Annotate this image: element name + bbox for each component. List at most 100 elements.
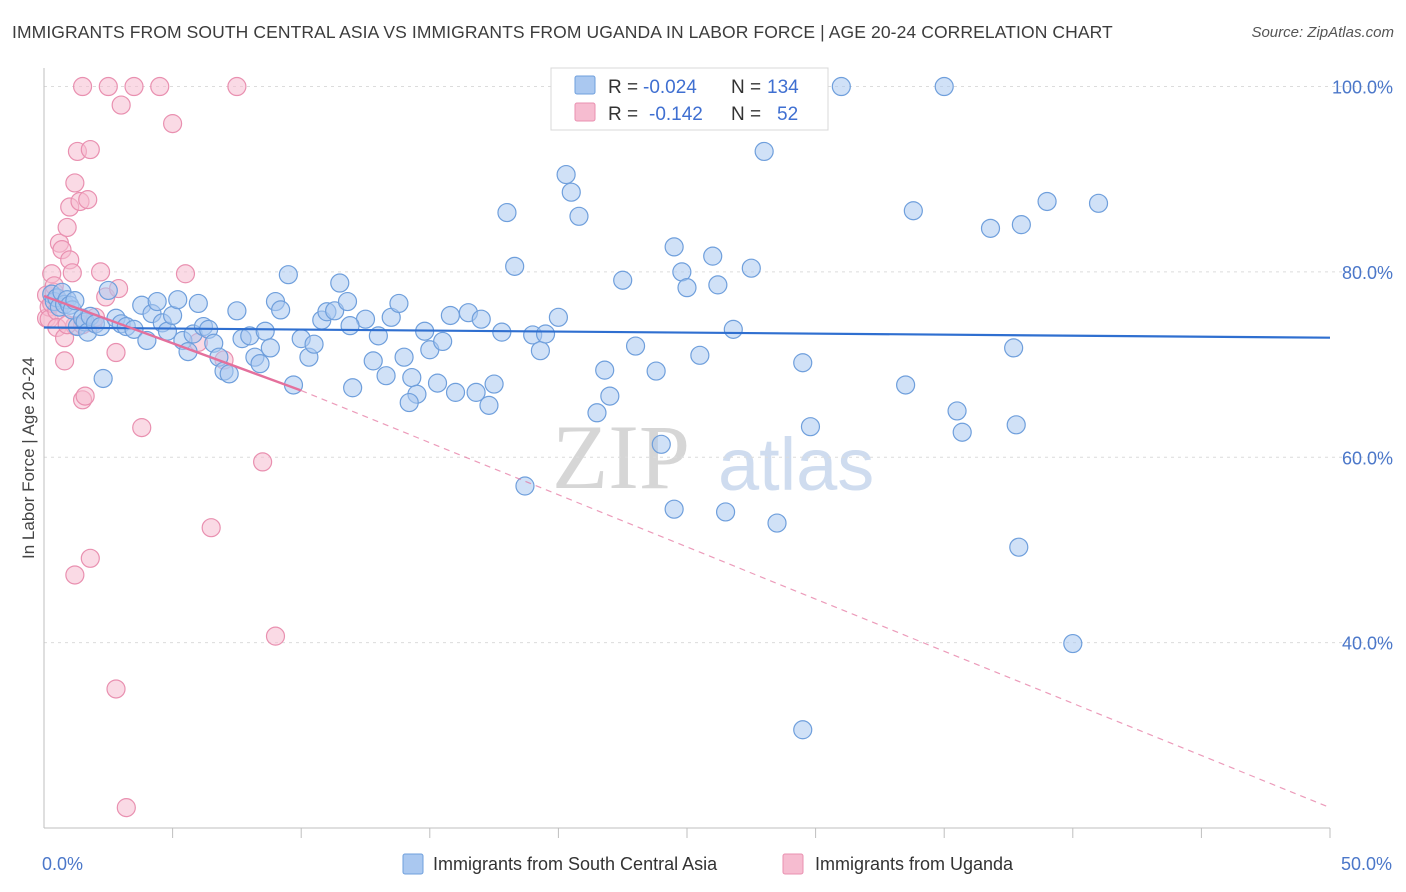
y-tick-label-100: 100.0% — [1332, 78, 1393, 98]
south-central-asia-point-115 — [980, 218, 1001, 238]
uganda-point-18 — [65, 173, 85, 193]
stats-blue-n-label: N = — [731, 77, 761, 98]
south-central-asia-point-121 — [1063, 633, 1083, 654]
uganda-point-39 — [201, 518, 221, 538]
uganda-point-46 — [132, 418, 152, 438]
south-central-asia-point-113 — [947, 401, 967, 421]
uganda-point-33 — [111, 95, 131, 115]
stats-pink-n-label: N = — [731, 104, 761, 125]
south-central-asia-point-108 — [800, 417, 821, 437]
stats-blue-r-label: R = — [608, 77, 638, 98]
south-central-asia-point-50 — [278, 265, 298, 285]
south-central-asia-point-65 — [389, 293, 409, 314]
south-central-asia-point-118 — [1009, 537, 1029, 557]
stats-blue-swatch — [574, 75, 596, 95]
trend-lines — [43, 294, 1331, 809]
uganda-point-41 — [227, 76, 247, 97]
south-central-asia-point-95 — [651, 434, 671, 454]
south-central-asia-point-18 — [98, 280, 118, 301]
south-central-asia-point-90 — [587, 403, 607, 423]
uganda-point-36 — [163, 114, 183, 134]
x-axis-ticks — [172, 828, 1331, 838]
south-central-asia-point-88 — [561, 182, 581, 202]
south-central-asia-point-76 — [471, 309, 491, 329]
stats-pink-n-value: 52 — [777, 104, 798, 125]
south-central-asia-point-123 — [793, 720, 813, 740]
stats-pink-swatch — [574, 102, 596, 122]
south-central-asia-point-85 — [535, 324, 556, 344]
south-central-asia-point-98 — [677, 278, 697, 298]
legend-pink-swatch — [782, 853, 804, 875]
uganda-point-37 — [175, 264, 196, 284]
uganda-point-25 — [78, 190, 98, 210]
legend-blue-swatch — [402, 853, 424, 875]
legend-blue-label: Immigrants from South Central Asia — [433, 854, 718, 874]
south-central-asia-point-102 — [715, 502, 736, 522]
south-central-asia-point-100 — [703, 246, 723, 266]
trend-south-central-asia — [43, 326, 1331, 339]
south-central-asia-point-30 — [168, 290, 188, 310]
south-central-asia-point-45 — [250, 354, 270, 374]
uganda-point-47 — [90, 262, 111, 282]
south-central-asia-point-72 — [433, 331, 453, 352]
south-central-asia-point-67 — [402, 367, 422, 388]
south-central-asia-point-106 — [767, 513, 787, 533]
south-central-asia-point-94 — [646, 361, 666, 381]
south-central-asia-point-26 — [147, 291, 167, 312]
south-central-asia-point-127 — [399, 392, 419, 413]
south-central-asia-point-71 — [427, 373, 448, 393]
south-central-asia-point-96 — [664, 237, 684, 257]
stats-pink-r-value: -0.142 — [649, 104, 703, 125]
y-tick-label-60: 60.0% — [1342, 448, 1393, 468]
source-label: Source: ZipAtlas.com — [1251, 24, 1394, 41]
uganda-point-13 — [54, 351, 75, 371]
south-central-asia-point-81 — [505, 256, 525, 276]
chart-title: IMMIGRANTS FROM SOUTH CENTRAL ASIA VS IM… — [12, 22, 1113, 42]
south-central-asia-point-99 — [690, 345, 710, 365]
south-central-asia-point-116 — [1004, 338, 1024, 358]
x-tick-label-max: 50.0% — [1341, 854, 1392, 874]
uganda-point-28 — [65, 565, 85, 585]
stats-legend-box: R = -0.024 N = 134 R = -0.142 N = 52 — [550, 67, 829, 131]
south-central-asia-point-111 — [903, 201, 923, 221]
south-central-asia-point-63 — [376, 366, 396, 386]
south-central-asia-point-62 — [368, 326, 388, 346]
series-uganda-points — [36, 76, 286, 818]
south-central-asia-point-105 — [754, 141, 774, 162]
south-central-asia-point-109 — [831, 76, 851, 97]
y-axis-tick-labels: 40.0% 60.0% 80.0% 100.0% — [1332, 78, 1393, 654]
trend-uganda-extension — [300, 389, 1331, 809]
south-central-asia-point-114 — [952, 422, 972, 442]
south-central-asia-point-112 — [934, 76, 954, 97]
uganda-point-24 — [75, 386, 95, 406]
south-central-asia-point-46 — [255, 321, 275, 341]
y-tick-label-80: 80.0% — [1342, 263, 1393, 283]
south-central-asia-point-77 — [479, 395, 499, 415]
uganda-point-29 — [72, 76, 93, 97]
south-central-asia-point-117 — [1006, 415, 1026, 435]
stats-box-frame — [550, 67, 829, 131]
uganda-point-26 — [80, 139, 100, 160]
x-tick-label-min: 0.0% — [42, 854, 83, 874]
south-central-asia-point-93 — [625, 336, 646, 356]
uganda-point-44 — [106, 679, 126, 699]
south-central-asia-point-120 — [1037, 191, 1057, 212]
south-central-asia-point-34 — [188, 293, 208, 314]
legend-pink-label: Immigrants from Uganda — [815, 854, 1014, 874]
south-central-asia-point-73 — [440, 305, 460, 326]
y-axis-label: In Labor Force | Age 20-24 — [19, 357, 38, 559]
gridlines — [44, 86, 1392, 644]
uganda-point-35 — [150, 76, 170, 97]
stats-blue-r-value: -0.024 — [643, 77, 697, 98]
south-central-asia-point-125 — [595, 360, 615, 380]
trend-uganda — [43, 294, 302, 392]
south-central-asia-point-49 — [271, 300, 291, 320]
uganda-point-42 — [253, 452, 273, 472]
south-central-asia-point-119 — [1011, 215, 1031, 235]
watermark-atlas: atlas — [718, 423, 874, 506]
south-central-asia-point-87 — [556, 164, 576, 185]
stats-blue-n-value: 134 — [767, 77, 799, 98]
south-central-asia-point-17 — [93, 368, 113, 389]
bottom-legend: Immigrants from South Central Asia Immig… — [402, 853, 1014, 875]
south-central-asia-point-91 — [600, 386, 620, 406]
